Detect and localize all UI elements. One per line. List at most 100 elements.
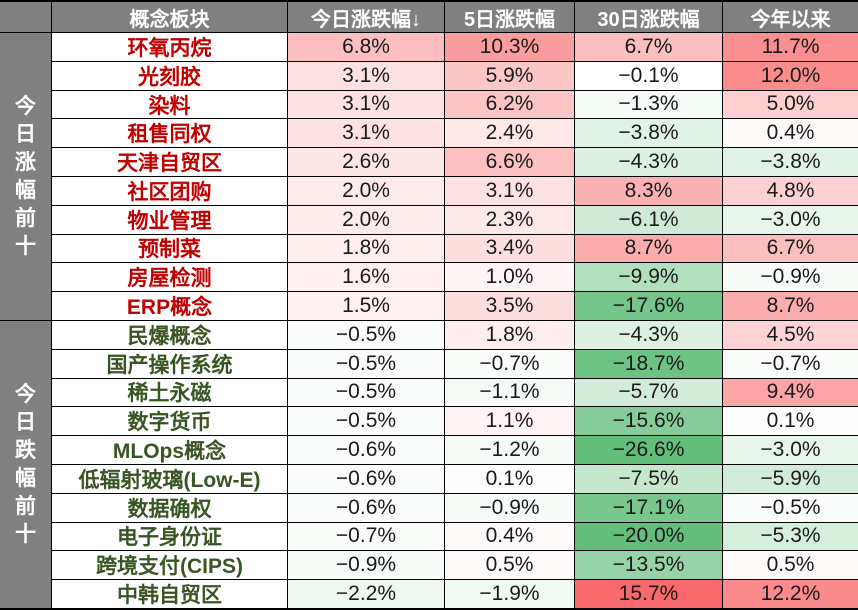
value-cell-ytd: 11.7% [723,33,858,61]
value-cell-today: 1.5% [288,292,445,320]
sector-name[interactable]: 社区团购 [52,176,288,205]
value-cell-30day: −1.3% [575,90,723,119]
value-cell-5day: 3.5% [445,292,575,320]
sector-name[interactable]: MLOps概念 [52,436,288,464]
value-cell-ytd: 8.7% [723,292,858,320]
value-cell-5day: 1.0% [445,263,575,292]
value-cell-ytd: 9.4% [723,378,858,407]
value-cell-today: −0.5% [288,320,445,349]
table-row: 电子身份证 −0.7% 0.4% −20.0% −5.3% [52,522,858,552]
sidebar-label-char: 日 [15,410,36,434]
table-row: 染料 3.1% 6.2% −1.3% 5.0% [52,90,858,120]
table-row: MLOps概念 −0.6% −1.2% −26.6% −3.0% [52,436,858,465]
value-cell-5day: 5.9% [445,61,575,90]
table-row: 低辐射玻璃(Low-E) −0.6% 0.1% −7.5% −5.9% [52,464,858,494]
sector-name[interactable]: 电子身份证 [52,522,288,551]
value-cell-today: −0.6% [288,436,445,464]
group-sidebar: 今日涨幅前十 今日跌幅前十 [0,33,52,608]
value-cell-30day: −18.7% [575,349,723,378]
table-row: 民爆概念 −0.5% 1.8% −4.3% 4.5% [52,320,858,350]
value-cell-5day: 3.4% [445,234,575,263]
value-cell-ytd: 4.8% [723,176,858,205]
sector-name[interactable]: 环氧丙烷 [52,33,288,61]
column-header-sector[interactable]: 概念板块 [52,2,288,33]
value-cell-ytd: −0.5% [723,493,858,522]
column-header-5day-change[interactable]: 5日涨跌幅 [445,2,575,33]
value-cell-today: −0.5% [288,349,445,378]
table-body: 今日涨幅前十 今日跌幅前十 环氧丙烷 6.8% 10.3% 6.7% 11.7% 光刻胶 3… [0,33,858,608]
value-cell-5day: 10.3% [445,33,575,61]
value-cell-30day: −17.1% [575,493,723,522]
sidebar-label-char: 前 [15,206,36,230]
sidebar-label-char: 幅 [15,466,36,490]
value-cell-ytd: 4.5% [723,320,858,349]
value-cell-today: 3.1% [288,119,445,148]
sidebar-group-top-gainers: 今日涨幅前十 [0,33,52,321]
sector-name[interactable]: 民爆概念 [52,320,288,349]
sector-name[interactable]: 房屋检测 [52,263,288,292]
column-header-30day-change[interactable]: 30日涨跌幅 [575,2,723,33]
value-cell-today: 1.6% [288,263,445,292]
sidebar-label-char: 十 [15,234,36,258]
table-rows: 环氧丙烷 6.8% 10.3% 6.7% 11.7% 光刻胶 3.1% 5.9% −0.1% 12… [52,33,858,608]
value-cell-5day: 2.4% [445,119,575,148]
value-cell-today: −0.7% [288,522,445,551]
value-cell-today: 3.1% [288,90,445,119]
table-row: 跨境支付(CIPS) −0.9% 0.5% −13.5% 0.5% [52,551,858,581]
sector-name[interactable]: 租售同权 [52,119,288,148]
table-row: 房屋检测 1.6% 1.0% −9.9% −0.9% [52,263,858,293]
value-cell-ytd: 5.0% [723,90,858,119]
table-row: 国产操作系统 −0.5% −0.7% −18.7% −0.7% [52,349,858,379]
table-row: 数字货币 −0.5% 1.1% −15.6% 0.1% [52,407,858,437]
table-row: 天津自贸区 2.6% 6.6% −4.3% −3.8% [52,148,858,177]
sector-name[interactable]: 低辐射玻璃(Low-E) [52,464,288,493]
value-cell-ytd: 0.5% [723,551,858,580]
header-corner-cell [0,2,52,33]
value-cell-30day: 6.7% [575,33,723,61]
value-cell-30day: −15.6% [575,407,723,436]
sector-name[interactable]: 数据确权 [52,493,288,522]
value-cell-today: 2.6% [288,148,445,176]
table-row: 稀土永磁 −0.5% −1.1% −5.7% 9.4% [52,378,858,408]
sector-name[interactable]: 数字货币 [52,407,288,436]
value-cell-ytd: −0.7% [723,349,858,378]
sidebar-label-char: 跌 [15,438,36,462]
value-cell-ytd: 12.0% [723,61,858,90]
sector-name[interactable]: 天津自贸区 [52,148,288,176]
value-cell-30day: −7.5% [575,464,723,493]
value-cell-today: 3.1% [288,61,445,90]
value-cell-ytd: −0.9% [723,263,858,292]
sector-name[interactable]: 预制菜 [52,234,288,263]
sector-name[interactable]: ERP概念 [52,292,288,320]
value-cell-30day: −13.5% [575,551,723,580]
value-cell-5day: 1.8% [445,320,575,349]
sector-name[interactable]: 稀土永磁 [52,378,288,407]
sector-name[interactable]: 物业管理 [52,205,288,234]
value-cell-5day: −0.7% [445,349,575,378]
value-cell-5day: 0.1% [445,464,575,493]
value-cell-30day: −3.8% [575,119,723,148]
value-cell-today: 6.8% [288,33,445,61]
value-cell-ytd: 12.2% [723,580,858,608]
sidebar-label-char: 幅 [15,178,36,202]
column-header-ytd-change[interactable]: 今年以来 [723,2,858,33]
sidebar-label-char: 今 [15,382,36,406]
value-cell-today: 2.0% [288,205,445,234]
value-cell-ytd: −3.8% [723,148,858,176]
sector-name[interactable]: 光刻胶 [52,61,288,90]
sector-name[interactable]: 中韩自贸区 [52,580,288,608]
value-cell-30day: −5.7% [575,378,723,407]
sector-name[interactable]: 国产操作系统 [52,349,288,378]
value-cell-5day: −1.9% [445,580,575,608]
value-cell-ytd: −3.0% [723,436,858,464]
sector-name[interactable]: 跨境支付(CIPS) [52,551,288,580]
value-cell-ytd: −5.3% [723,522,858,551]
column-header-today-change-sorted[interactable]: 今日涨跌幅↓ [288,2,445,33]
table-row: 租售同权 3.1% 2.4% −3.8% 0.4% [52,119,858,149]
table-row: 预制菜 1.8% 3.4% 8.7% 6.7% [52,234,858,264]
sector-name[interactable]: 染料 [52,90,288,119]
value-cell-ytd: 6.7% [723,234,858,263]
value-cell-ytd: 0.1% [723,407,858,436]
value-cell-5day: 0.4% [445,522,575,551]
